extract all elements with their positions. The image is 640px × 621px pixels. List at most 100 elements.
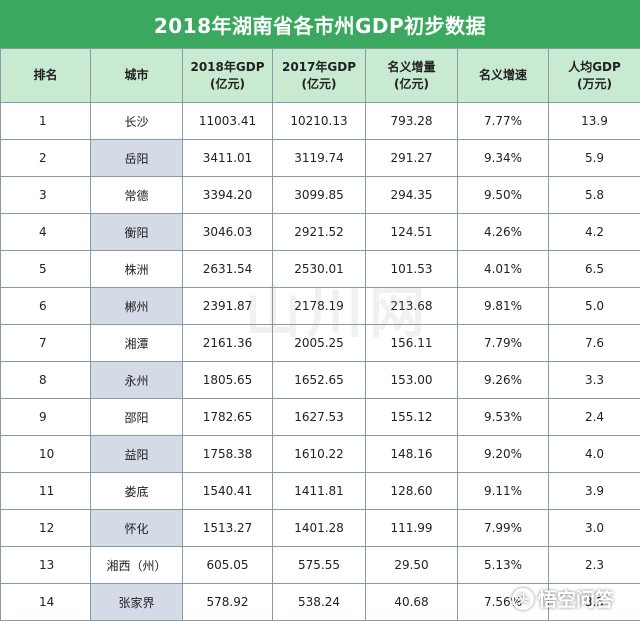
gdp-2017-cell: 2921.52 [273, 214, 366, 251]
per-capita-cell: 5.9 [549, 140, 640, 177]
city-cell: 益阳 [91, 436, 183, 473]
city-cell: 株洲 [91, 251, 183, 288]
rank-cell: 5 [1, 251, 91, 288]
city-cell: 永州 [91, 362, 183, 399]
per-capita-cell: 6.5 [549, 251, 640, 288]
rank-cell: 3 [1, 177, 91, 214]
gdp-2018-cell: 1782.65 [183, 399, 273, 436]
increment-cell: 294.35 [366, 177, 458, 214]
header-line: 排名 [1, 67, 90, 84]
gdp-2018-cell: 1805.65 [183, 362, 273, 399]
growth-cell: 7.99% [458, 510, 549, 547]
city-cell: 张家界 [91, 584, 183, 621]
header-line: 城市 [91, 67, 182, 84]
increment-cell: 155.12 [366, 399, 458, 436]
rank-cell: 8 [1, 362, 91, 399]
per-capita-gdp-header: 人均GDP(万元) [549, 49, 640, 103]
gdp-2018-cell: 2631.54 [183, 251, 273, 288]
city-header: 城市 [91, 49, 183, 103]
gdp-2018-header: 2018年GDP(亿元) [183, 49, 273, 103]
growth-cell: 5.13% [458, 547, 549, 584]
city-cell: 湘潭 [91, 325, 183, 362]
city-cell: 长沙 [91, 103, 183, 140]
gdp-2017-cell: 10210.13 [273, 103, 366, 140]
nominal-growth-header: 名义增速 [458, 49, 549, 103]
header-line: (亿元) [273, 76, 365, 93]
gdp-2018-cell: 3394.20 [183, 177, 273, 214]
growth-cell: 9.34% [458, 140, 549, 177]
city-cell: 常德 [91, 177, 183, 214]
table-title: 2018年湖南省各市州GDP初步数据 [0, 0, 640, 48]
rank-cell: 9 [1, 399, 91, 436]
gdp-2018-cell: 2391.87 [183, 288, 273, 325]
per-capita-cell: 3.9 [549, 473, 640, 510]
city-cell: 湘西（州） [91, 547, 183, 584]
rank-header: 排名 [1, 49, 91, 103]
header-line: (亿元) [183, 76, 272, 93]
gdp-2017-cell: 3099.85 [273, 177, 366, 214]
header-line: 人均GDP [549, 59, 640, 76]
header-line: (万元) [549, 76, 640, 93]
rank-cell: 10 [1, 436, 91, 473]
increment-cell: 128.60 [366, 473, 458, 510]
gdp-2017-cell: 538.24 [273, 584, 366, 621]
per-capita-cell: 3.0 [549, 510, 640, 547]
rank-cell: 14 [1, 584, 91, 621]
growth-cell: 9.50% [458, 177, 549, 214]
gdp-2017-cell: 1610.22 [273, 436, 366, 473]
nominal-increment-header: 名义增量(亿元) [366, 49, 458, 103]
increment-cell: 40.68 [366, 584, 458, 621]
gdp-2017-cell: 1627.53 [273, 399, 366, 436]
gdp-2018-cell: 11003.41 [183, 103, 273, 140]
city-cell: 怀化 [91, 510, 183, 547]
rank-cell: 4 [1, 214, 91, 251]
rank-cell: 11 [1, 473, 91, 510]
increment-cell: 156.11 [366, 325, 458, 362]
per-capita-cell: 2.4 [549, 399, 640, 436]
gdp-2017-cell: 2178.19 [273, 288, 366, 325]
increment-cell: 153.00 [366, 362, 458, 399]
city-cell: 娄底 [91, 473, 183, 510]
gdp-2017-cell: 575.55 [273, 547, 366, 584]
gdp-2017-cell: 3119.74 [273, 140, 366, 177]
growth-cell: 7.79% [458, 325, 549, 362]
gdp-2018-cell: 2161.36 [183, 325, 273, 362]
per-capita-cell: 2.3 [549, 547, 640, 584]
growth-cell: 9.53% [458, 399, 549, 436]
growth-cell: 9.11% [458, 473, 549, 510]
growth-cell: 4.01% [458, 251, 549, 288]
increment-cell: 148.16 [366, 436, 458, 473]
increment-cell: 111.99 [366, 510, 458, 547]
gdp-2017-cell: 1401.28 [273, 510, 366, 547]
city-cell: 郴州 [91, 288, 183, 325]
header-line: 名义增速 [458, 67, 548, 84]
growth-cell: 4.26% [458, 214, 549, 251]
increment-cell: 29.50 [366, 547, 458, 584]
increment-cell: 793.28 [366, 103, 458, 140]
growth-cell: 7.77% [458, 103, 549, 140]
growth-cell: 9.20% [458, 436, 549, 473]
increment-cell: 124.51 [366, 214, 458, 251]
city-cell: 岳阳 [91, 140, 183, 177]
growth-cell: 9.26% [458, 362, 549, 399]
gdp-2018-cell: 3411.01 [183, 140, 273, 177]
per-capita-cell: 4.0 [549, 436, 640, 473]
increment-cell: 291.27 [366, 140, 458, 177]
growth-cell: 7.56% [458, 584, 549, 621]
gdp-2018-cell: 1540.41 [183, 473, 273, 510]
gdp-2017-cell: 2005.25 [273, 325, 366, 362]
rank-cell: 13 [1, 547, 91, 584]
header-line: 名义增量 [366, 59, 457, 76]
